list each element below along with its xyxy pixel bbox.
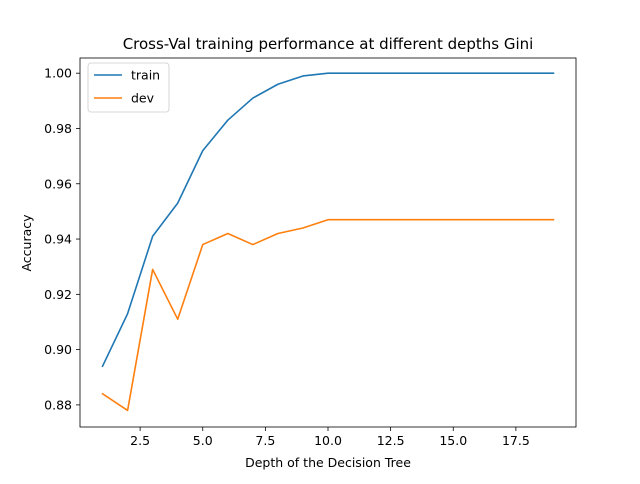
series-line-train (101, 72, 555, 368)
y-tick-label: 0.90 (44, 342, 72, 357)
x-tick-label: 15.0 (439, 433, 467, 448)
y-tick-label: 1.00 (44, 66, 72, 81)
x-axis-ticks: 2.5 5.0 7.5 10.0 12.5 15.0 17.5 (130, 427, 530, 448)
x-tick-label: 12.5 (377, 433, 405, 448)
legend-label-train: train (131, 68, 160, 83)
y-tick-label: 0.92 (44, 287, 72, 302)
x-tick-label: 17.5 (502, 433, 530, 448)
x-tick-label: 7.5 (255, 433, 275, 448)
chart-title: Cross-Val training performance at differ… (123, 35, 534, 53)
series-line-dev (101, 218, 555, 412)
y-tick-label: 0.88 (44, 397, 72, 412)
x-tick-label: 5.0 (193, 433, 213, 448)
series-layer (101, 72, 555, 412)
x-tick-label: 10.0 (314, 433, 342, 448)
legend-label-dev: dev (131, 91, 155, 106)
y-tick-label: 0.98 (44, 121, 72, 136)
legend: train dev (87, 62, 170, 113)
y-axis-ticks: 0.88 0.90 0.92 0.94 0.96 0.98 1.00 (44, 66, 80, 412)
y-tick-label: 0.94 (44, 232, 72, 247)
y-axis-title: Accuracy (19, 214, 34, 272)
y-tick-label: 0.96 (44, 176, 72, 191)
x-axis-title: Depth of the Decision Tree (245, 455, 411, 470)
x-tick-label: 2.5 (130, 433, 150, 448)
